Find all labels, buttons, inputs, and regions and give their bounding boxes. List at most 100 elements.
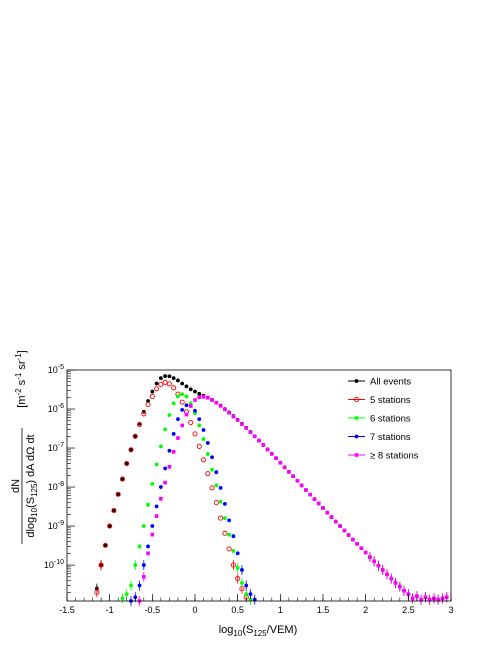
data-point (222, 516, 227, 520)
data-point (214, 483, 219, 488)
data-point (389, 576, 394, 581)
data-point (146, 544, 150, 549)
data-point (176, 378, 180, 383)
y-axis-title-denominator: dlog10(S125) dA dΩ dt (25, 434, 39, 537)
data-point (158, 376, 163, 380)
legend-label: ≥ 8 stations (370, 451, 419, 462)
data-point (385, 572, 389, 577)
data-point (184, 403, 189, 408)
data-point (102, 542, 108, 548)
data-point (158, 381, 164, 387)
data-point (346, 533, 351, 537)
data-point (167, 448, 172, 453)
data-point (372, 559, 376, 564)
data-point (436, 597, 440, 602)
data-point (248, 430, 253, 434)
x-tick-label: -1.5 (59, 605, 75, 615)
data-point (235, 418, 240, 422)
data-point (197, 423, 202, 428)
data-point (393, 581, 398, 585)
data-point (205, 452, 210, 456)
data-point (184, 394, 189, 399)
legend-marker (354, 416, 359, 420)
data-point (423, 595, 428, 600)
legend-marker (354, 379, 359, 383)
data-point (214, 470, 219, 475)
data-point (368, 555, 372, 559)
data-point (176, 394, 180, 399)
data-point (154, 504, 159, 509)
legend-marker (354, 453, 359, 457)
data-point (120, 596, 125, 601)
y-tick-label: 10-7 (48, 442, 64, 453)
data-point (167, 413, 172, 417)
legend: All events 5 stations 6 stations 7 stations… (348, 377, 419, 462)
x-tick-label: -1 (106, 605, 114, 615)
data-point (325, 510, 330, 515)
data-point (154, 386, 160, 392)
x-axis: -1.5 -1 -0.5 0 0.5 1 1.5 2 2.5 3 (59, 594, 454, 615)
data-point (312, 497, 317, 501)
data-point (304, 488, 308, 492)
data-point (112, 508, 116, 513)
x-tick-label: 3 (448, 605, 453, 615)
data-point (240, 568, 244, 572)
data-point (146, 551, 150, 556)
x-tick-label: 0.5 (231, 605, 244, 615)
data-point (282, 465, 287, 470)
data-point (171, 432, 176, 436)
data-point (206, 395, 210, 400)
data-point (218, 499, 223, 504)
data-point (261, 443, 266, 447)
data-marks (94, 374, 449, 606)
data-point (162, 379, 168, 385)
data-point (230, 562, 236, 568)
data-point (158, 485, 163, 489)
data-point (146, 502, 150, 507)
data-point (321, 506, 325, 510)
data-point (179, 399, 185, 405)
data-point (214, 400, 219, 405)
y-axis-title-numerator: dN (10, 479, 22, 493)
data-point (188, 404, 193, 408)
data-point (355, 542, 359, 546)
data-point (154, 514, 159, 518)
data-point (398, 584, 402, 589)
data-point (149, 393, 155, 399)
data-point (154, 462, 159, 467)
data-point (150, 482, 155, 486)
data-point (129, 583, 133, 588)
data-point (132, 433, 138, 439)
data-point (159, 496, 163, 501)
series-4 (137, 395, 449, 606)
x-axis-title: log10(S125/VEM) (219, 624, 298, 638)
data-point (209, 485, 215, 491)
data-point (205, 471, 211, 477)
data-point (222, 501, 227, 506)
data-point (342, 528, 347, 533)
data-point (200, 457, 207, 463)
data-point (129, 447, 133, 452)
data-point (197, 391, 202, 396)
x-tick-label: 0 (192, 605, 197, 615)
data-point (218, 515, 224, 521)
data-point (133, 563, 138, 567)
data-point (116, 492, 121, 497)
data-point (158, 444, 163, 449)
data-point (141, 411, 147, 417)
data-point (235, 576, 241, 582)
data-point (419, 597, 423, 602)
data-point (231, 414, 236, 419)
data-point (193, 398, 197, 402)
data-point (196, 443, 202, 449)
x-tick-label: 1 (278, 605, 283, 615)
data-point (124, 592, 129, 597)
data-point (222, 530, 228, 536)
x-tick-label: 2.5 (402, 605, 415, 615)
legend-label: 5 stations (370, 395, 411, 406)
plot-frame (66, 369, 452, 602)
data-point (338, 524, 342, 528)
data-point (316, 501, 321, 506)
legend-marker (354, 434, 359, 439)
data-point (213, 500, 219, 506)
